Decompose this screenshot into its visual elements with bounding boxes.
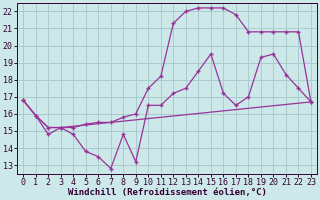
X-axis label: Windchill (Refroidissement éolien,°C): Windchill (Refroidissement éolien,°C): [68, 188, 267, 197]
